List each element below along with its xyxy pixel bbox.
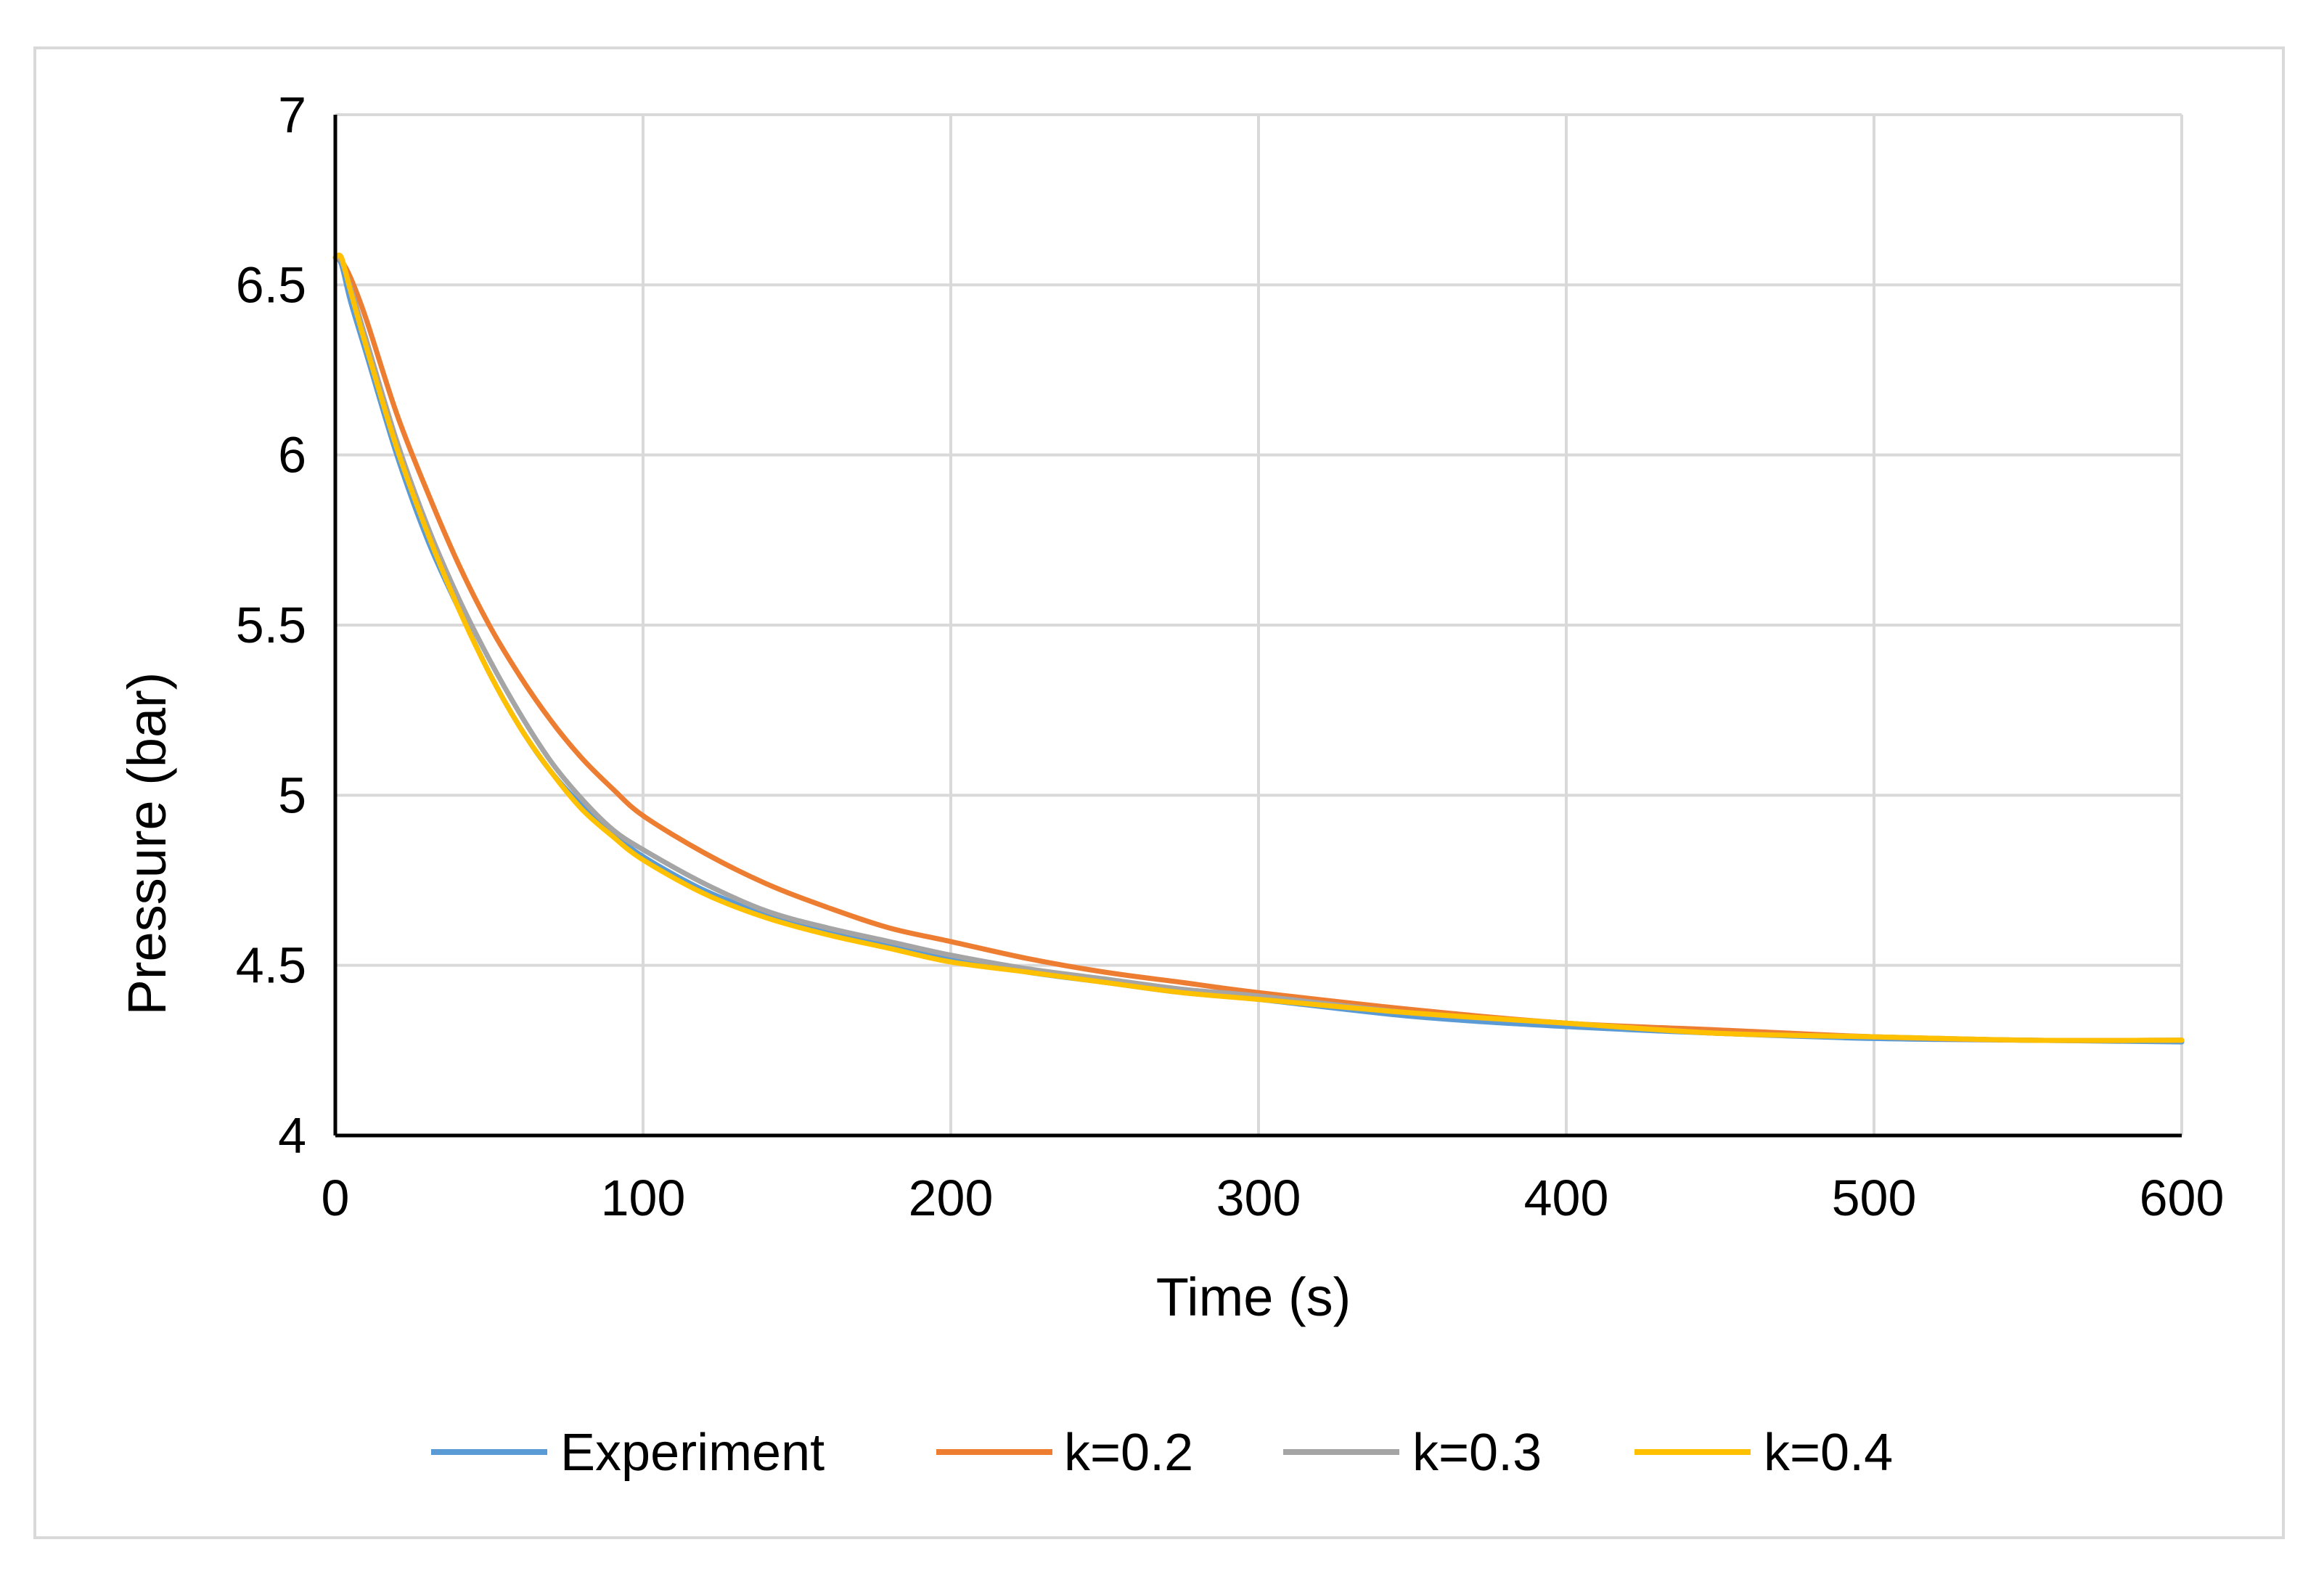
x-tick-label: 300 bbox=[1216, 1170, 1301, 1226]
y-tick-label: 5 bbox=[278, 767, 306, 823]
legend-item-k02[interactable]: k=0.2 bbox=[936, 1424, 1193, 1482]
x-tick-label: 500 bbox=[1832, 1170, 1917, 1226]
legend-item-experiment[interactable]: Experiment bbox=[431, 1424, 825, 1482]
x-tick-label: 0 bbox=[322, 1170, 350, 1226]
chart-frame bbox=[33, 46, 2285, 1539]
y-tick-label: 4 bbox=[278, 1107, 306, 1164]
y-tick-label: 4.5 bbox=[236, 937, 306, 994]
legend-label-k02: k=0.2 bbox=[1064, 1424, 1193, 1482]
legend-label-experiment: Experiment bbox=[560, 1424, 825, 1482]
legend-item-k04[interactable]: k=0.4 bbox=[1634, 1424, 1893, 1482]
y-tick-label: 6.5 bbox=[236, 256, 306, 313]
legend-label-k04: k=0.4 bbox=[1764, 1424, 1893, 1482]
y-tick-labels: 4 4.5 5 5.5 6 6.5 7 bbox=[236, 86, 306, 1164]
series-line-k04 bbox=[332, 252, 2185, 1043]
gridlines bbox=[335, 113, 2183, 1135]
legend-label-k03: k=0.3 bbox=[1412, 1424, 1542, 1482]
legend-item-k03[interactable]: k=0.3 bbox=[1283, 1424, 1542, 1482]
x-tick-label: 200 bbox=[909, 1170, 994, 1226]
legend: Experiment k=0.2 k=0.3 k=0.4 bbox=[431, 1424, 1893, 1482]
y-tick-label: 6 bbox=[278, 427, 306, 484]
y-tick-label: 7 bbox=[278, 86, 306, 143]
y-tick-label: 5.5 bbox=[236, 597, 306, 653]
y-axis-title: Pressure (bar) bbox=[117, 672, 177, 1016]
x-tick-label: 100 bbox=[601, 1170, 686, 1226]
x-tick-labels: 0 100 200 300 400 500 600 bbox=[322, 1170, 2225, 1226]
axes bbox=[333, 115, 2182, 1138]
x-tick-label: 600 bbox=[2140, 1170, 2225, 1226]
x-tick-label: 400 bbox=[1524, 1170, 1609, 1226]
x-axis-title: Time (s) bbox=[1156, 1267, 1351, 1327]
series-lines bbox=[332, 252, 2185, 1045]
